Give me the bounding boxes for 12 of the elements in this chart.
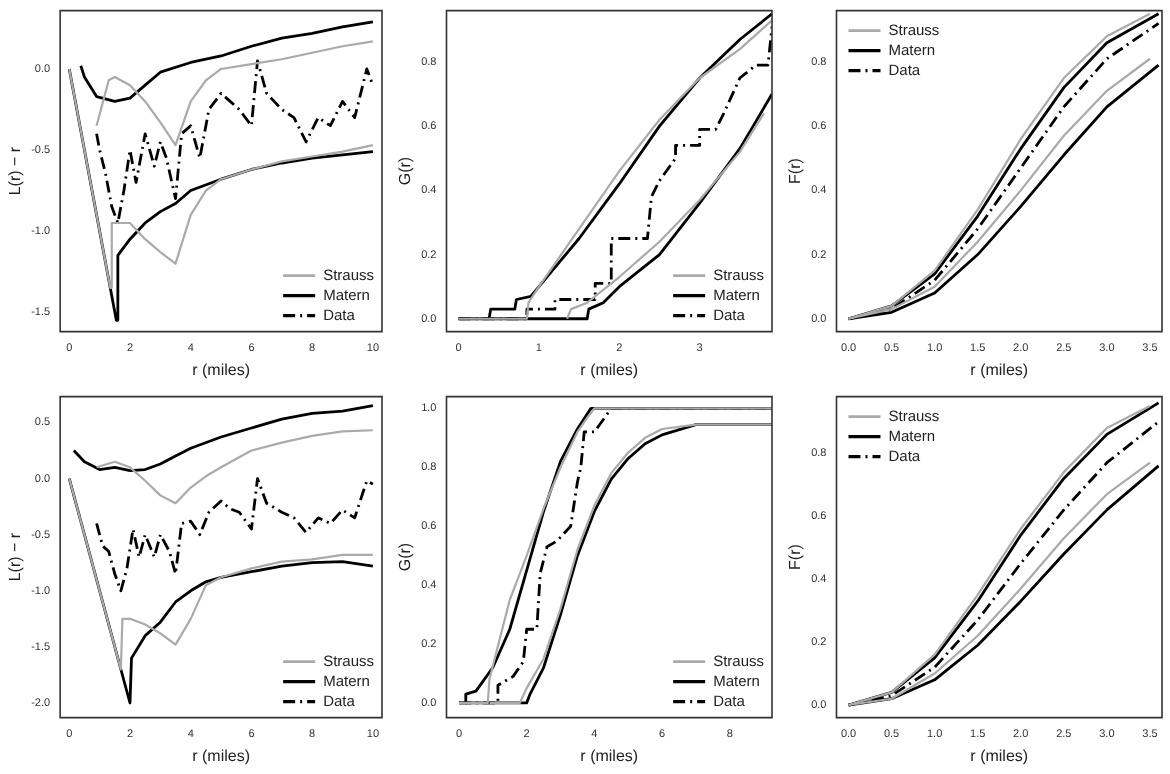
- x-axis-title: r (miles): [192, 360, 251, 379]
- y-axis-title: L(r) − r: [6, 146, 25, 196]
- y-axis-title: L(r) − r: [6, 532, 25, 582]
- x-axis-title: r (miles): [192, 746, 251, 765]
- y-axis-title: F(r): [786, 543, 805, 570]
- x-axis-title: r (miles): [970, 746, 1029, 765]
- x-axis-title: r (miles): [580, 746, 639, 765]
- x-axis-title: r (miles): [970, 360, 1029, 379]
- y-axis-title: F(r): [786, 157, 805, 184]
- y-axis-title: G(r): [396, 156, 415, 186]
- y-axis-title: G(r): [396, 542, 415, 572]
- x-axis-title: r (miles): [580, 360, 639, 379]
